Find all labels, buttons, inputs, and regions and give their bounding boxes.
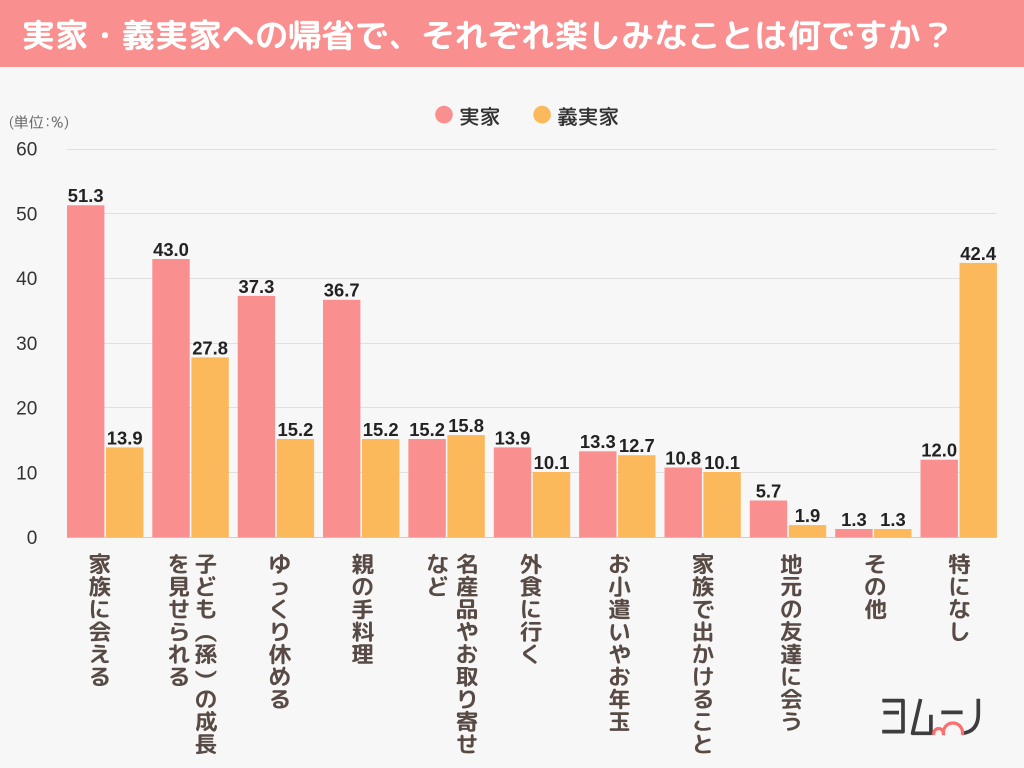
- svg-text:10.1: 10.1: [704, 452, 740, 473]
- svg-text:60: 60: [16, 140, 37, 161]
- svg-text:15.2: 15.2: [278, 419, 314, 440]
- svg-text:1.9: 1.9: [795, 505, 821, 526]
- svg-text:10.8: 10.8: [665, 447, 701, 468]
- svg-text:13.9: 13.9: [107, 427, 143, 448]
- svg-text:15.2: 15.2: [363, 419, 399, 440]
- svg-text:27.8: 27.8: [192, 337, 228, 358]
- svg-text:43.0: 43.0: [153, 239, 189, 260]
- svg-text:37.3: 37.3: [239, 276, 275, 297]
- svg-text:12.7: 12.7: [619, 435, 655, 456]
- svg-text:13.9: 13.9: [495, 427, 531, 448]
- svg-text:10: 10: [16, 463, 37, 484]
- svg-text:13.3: 13.3: [580, 431, 616, 452]
- svg-text:42.4: 42.4: [960, 243, 997, 264]
- svg-text:0: 0: [27, 528, 38, 549]
- svg-text:1.3: 1.3: [880, 509, 906, 530]
- svg-text:15.2: 15.2: [409, 419, 445, 440]
- svg-text:1.3: 1.3: [841, 509, 867, 530]
- svg-text:10.1: 10.1: [534, 452, 570, 473]
- svg-text:50: 50: [16, 204, 37, 225]
- svg-text:20: 20: [16, 399, 37, 420]
- svg-text:15.8: 15.8: [448, 415, 484, 436]
- svg-text:40: 40: [16, 269, 37, 290]
- svg-text:12.0: 12.0: [921, 440, 957, 461]
- svg-text:36.7: 36.7: [324, 280, 360, 301]
- svg-text:51.3: 51.3: [68, 185, 104, 206]
- svg-text:5.7: 5.7: [756, 480, 782, 501]
- svg-text:30: 30: [16, 334, 37, 355]
